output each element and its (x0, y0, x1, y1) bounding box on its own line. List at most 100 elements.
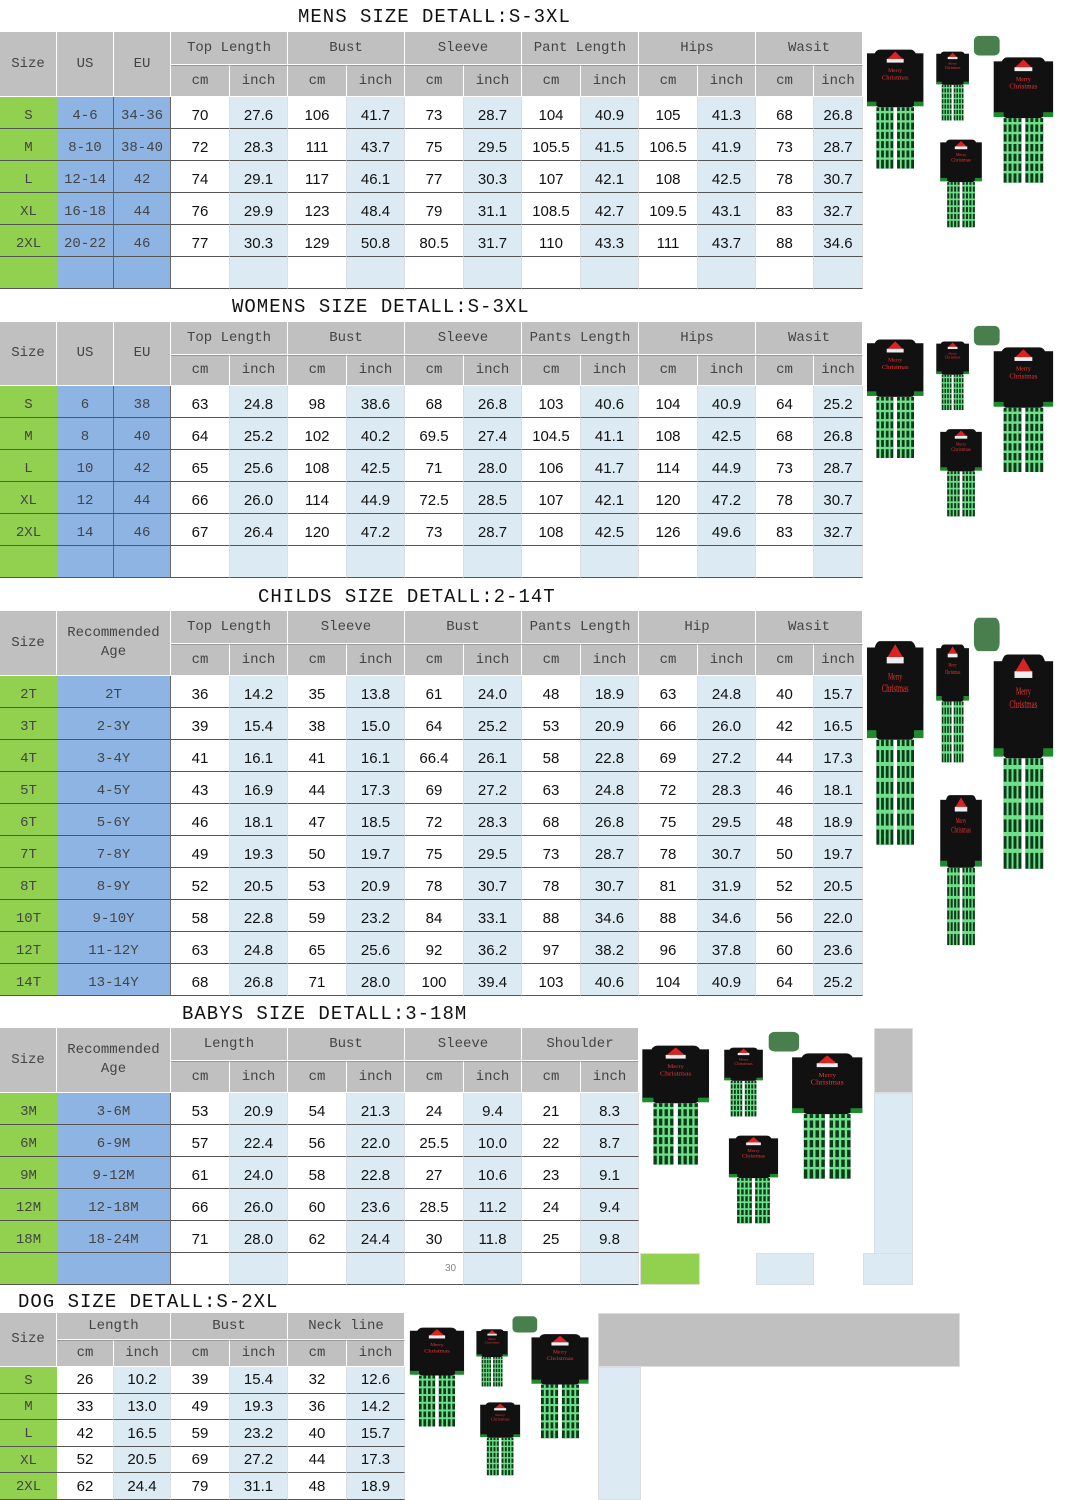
header-unit-inch: inch (464, 65, 522, 97)
size-cell: L (0, 1420, 57, 1447)
header-unit-inch: inch (347, 644, 405, 676)
header-group: Length (57, 1313, 171, 1340)
value-cell: 20.5 (114, 1446, 171, 1474)
value-cell: 20.9 (347, 868, 405, 900)
value-cell: 104 (639, 386, 698, 418)
value-cell: 104.5 (522, 418, 581, 450)
value-cell: 15.0 (347, 708, 405, 740)
svg-text:Christmas: Christmas (951, 448, 971, 453)
value-cell: 78 (756, 161, 814, 193)
empty-cell (581, 257, 639, 289)
value-cell: 58 (522, 740, 581, 772)
value-cell: 19.3 (230, 836, 288, 868)
value-cell: 27.2 (698, 740, 756, 772)
value-cell: 25.2 (230, 418, 288, 450)
svg-text:Merry: Merry (739, 1058, 749, 1062)
value-cell: 16.1 (230, 740, 288, 772)
value-cell: 32 (288, 1367, 347, 1394)
product-image: Merry Christmas Merry Christmas Merry Christm… (640, 1028, 874, 1253)
value-cell: 42 (756, 708, 814, 740)
value-cell: 60 (756, 932, 814, 964)
header-unit-cm: cm (639, 65, 698, 97)
value-cell: 58 (288, 1157, 347, 1189)
value-cell: 103 (522, 386, 581, 418)
value-cell: 69 (405, 772, 464, 804)
value-cell: 78 (522, 868, 581, 900)
value-cell: 31.1 (464, 193, 522, 225)
value-cell: 65 (171, 450, 230, 482)
value-cell: 50 (756, 836, 814, 868)
value-cell: 83 (756, 193, 814, 225)
value-cell: 22.0 (814, 900, 863, 932)
value-cell: 57 (171, 1125, 230, 1157)
value-cell: 26.1 (464, 740, 522, 772)
header-group: Bust (288, 32, 405, 65)
value-cell: 41.7 (347, 97, 405, 129)
size-cell: 7T (0, 836, 57, 868)
value-cell: 28.7 (464, 514, 522, 546)
value-cell: 24.8 (581, 772, 639, 804)
value-cell: 17.3 (347, 1446, 405, 1474)
value-cell: 30.7 (814, 482, 863, 514)
header-group: Wasit (756, 32, 863, 65)
value-cell: 26.0 (698, 708, 756, 740)
header-unit-inch: inch (230, 355, 288, 386)
empty-cell (230, 257, 288, 289)
header-group: Sleeve (405, 32, 522, 65)
size-cell: 6T (0, 804, 57, 836)
value-cell: 40 (756, 676, 814, 708)
value-cell: 13.0 (114, 1393, 171, 1421)
header-group: Bust (288, 1028, 405, 1061)
empty-cell (698, 257, 756, 289)
value-cell: 27.4 (464, 418, 522, 450)
value-cell: 29.5 (698, 804, 756, 836)
value-cell: 24.0 (464, 676, 522, 708)
value-cell: 69.5 (405, 418, 464, 450)
value-cell: 30 (405, 1221, 464, 1253)
header-group: Top Length (171, 611, 288, 644)
value-cell: 49 (171, 1393, 230, 1421)
header-group: Hip (639, 611, 756, 644)
value-cell: 13.8 (347, 676, 405, 708)
header-unit-cm: cm (288, 355, 347, 386)
value-cell: 123 (288, 193, 347, 225)
value-cell: 49.6 (698, 514, 756, 546)
label-cell: 10 (57, 450, 114, 482)
header-group: Wasit (756, 611, 863, 644)
value-cell: 28.7 (814, 129, 863, 161)
header-unit-inch: inch (230, 1340, 288, 1367)
value-cell: 63 (171, 386, 230, 418)
value-cell: 18.9 (814, 804, 863, 836)
empty-cell (57, 546, 114, 578)
header-unit-inch: inch (814, 644, 863, 676)
svg-text:Christmas: Christmas (882, 74, 909, 81)
value-cell: 73 (405, 514, 464, 546)
value-cell: 71 (171, 1221, 230, 1253)
header-unit-cm: cm (171, 65, 230, 97)
value-cell: 42.5 (347, 450, 405, 482)
value-cell: 27 (405, 1157, 464, 1189)
header-group: Pants Length (522, 611, 639, 644)
size-cell: 10T (0, 900, 57, 932)
size-cell: 3T (0, 708, 57, 740)
label-cell: 40 (114, 418, 171, 450)
svg-text:Christmas: Christmas (547, 1356, 575, 1362)
header-size: Size (0, 611, 57, 676)
value-cell: 21.3 (347, 1093, 405, 1125)
header-unit-inch: inch (814, 355, 863, 386)
value-cell: 75 (639, 804, 698, 836)
empty-cell (0, 546, 57, 578)
value-cell: 23.6 (347, 1189, 405, 1221)
value-cell: 104 (639, 964, 698, 996)
value-cell: 50.8 (347, 225, 405, 257)
size-cell: 2T (0, 676, 57, 708)
label-cell: 4-6 (57, 97, 114, 129)
value-cell: 35 (288, 676, 347, 708)
label-cell: 9-12M (57, 1157, 171, 1189)
value-cell: 77 (171, 225, 230, 257)
value-cell: 66 (171, 1189, 230, 1221)
value-cell: 26.8 (581, 804, 639, 836)
value-cell: 43.3 (581, 225, 639, 257)
value-cell: 48.4 (347, 193, 405, 225)
size-cell: 12M (0, 1189, 57, 1221)
